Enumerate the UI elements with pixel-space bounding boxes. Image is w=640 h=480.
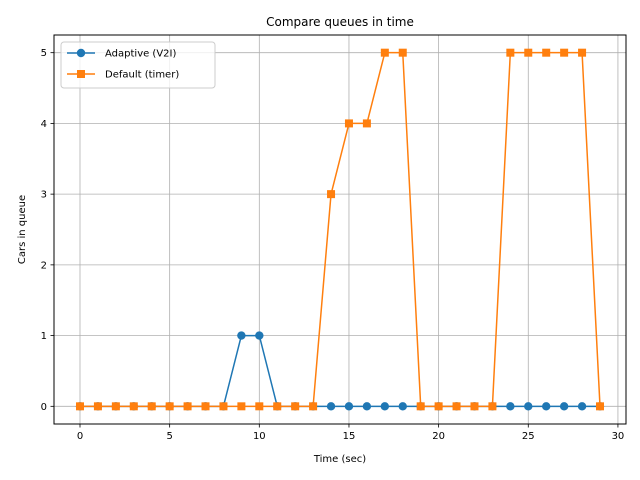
legend-box bbox=[60, 41, 216, 89]
y-axis-ticks: 0 1 2 3 4 5 bbox=[41, 48, 54, 413]
legend-marker bbox=[76, 48, 86, 58]
data-point bbox=[219, 402, 228, 411]
legend-label: Adaptive (V2I) bbox=[105, 49, 176, 60]
legend-label: Default (timer) bbox=[105, 70, 179, 81]
legend-item: Default (timer) bbox=[67, 70, 179, 81]
x-tick-label: 20 bbox=[432, 431, 445, 442]
y-tick-label: 0 bbox=[41, 402, 47, 413]
data-point bbox=[398, 402, 407, 411]
data-point bbox=[506, 48, 515, 57]
data-point bbox=[129, 402, 138, 411]
x-tick-label: 15 bbox=[343, 431, 356, 442]
data-point bbox=[255, 331, 264, 340]
data-point bbox=[76, 402, 84, 411]
data-point bbox=[362, 119, 371, 128]
y-tick-label: 2 bbox=[41, 260, 47, 271]
data-point bbox=[201, 402, 210, 411]
data-point bbox=[578, 48, 587, 57]
data-point bbox=[596, 402, 604, 411]
data-point bbox=[309, 402, 318, 411]
x-tick-label: 5 bbox=[166, 431, 172, 442]
data-point bbox=[524, 402, 533, 411]
data-point bbox=[398, 48, 407, 57]
legend: Adaptive (V2I) Default (timer) bbox=[60, 41, 216, 89]
data-point bbox=[165, 402, 174, 411]
x-axis-ticks: 0 5 10 15 20 25 30 bbox=[77, 424, 624, 442]
data-point bbox=[93, 402, 102, 411]
y-tick-label: 5 bbox=[41, 48, 47, 59]
data-point bbox=[560, 48, 569, 57]
data-point bbox=[452, 402, 461, 411]
data-point bbox=[577, 402, 587, 411]
data-point bbox=[344, 119, 353, 128]
y-tick-label: 3 bbox=[41, 190, 47, 201]
data-point bbox=[344, 402, 354, 411]
data-point bbox=[488, 402, 497, 411]
legend-marker bbox=[77, 70, 85, 78]
data-point bbox=[147, 402, 156, 411]
x-tick-label: 30 bbox=[612, 431, 625, 442]
x-tick-label: 25 bbox=[522, 431, 535, 442]
data-point bbox=[255, 402, 264, 411]
data-point bbox=[362, 402, 372, 411]
data-point bbox=[524, 48, 533, 57]
x-tick-label: 0 bbox=[77, 431, 83, 442]
y-tick-label: 4 bbox=[41, 119, 47, 130]
data-point bbox=[380, 402, 390, 411]
data-point bbox=[183, 402, 192, 411]
legend-item: Adaptive (V2I) bbox=[67, 49, 176, 60]
data-point bbox=[273, 402, 282, 411]
data-point bbox=[237, 331, 246, 340]
data-point bbox=[111, 402, 120, 411]
data-point bbox=[380, 48, 389, 57]
axes-frame bbox=[53, 34, 627, 425]
data-point bbox=[237, 402, 246, 411]
data-point bbox=[327, 190, 336, 199]
data-point bbox=[416, 402, 425, 411]
data-point bbox=[542, 48, 551, 57]
data-point bbox=[326, 402, 336, 411]
data-point bbox=[506, 402, 515, 411]
data-point bbox=[542, 402, 551, 411]
data-point bbox=[470, 402, 479, 411]
data-point bbox=[291, 402, 300, 411]
series-2 bbox=[76, 48, 604, 411]
y-axis-label: Cars in queue bbox=[17, 195, 28, 264]
y-tick-label: 1 bbox=[41, 331, 47, 342]
series-layer bbox=[75, 48, 605, 411]
data-point bbox=[559, 402, 569, 411]
data-point bbox=[434, 402, 443, 411]
chart-title: Compare queues in time bbox=[266, 15, 414, 29]
x-axis-label: Time (sec) bbox=[313, 454, 366, 465]
x-tick-label: 10 bbox=[253, 431, 266, 442]
